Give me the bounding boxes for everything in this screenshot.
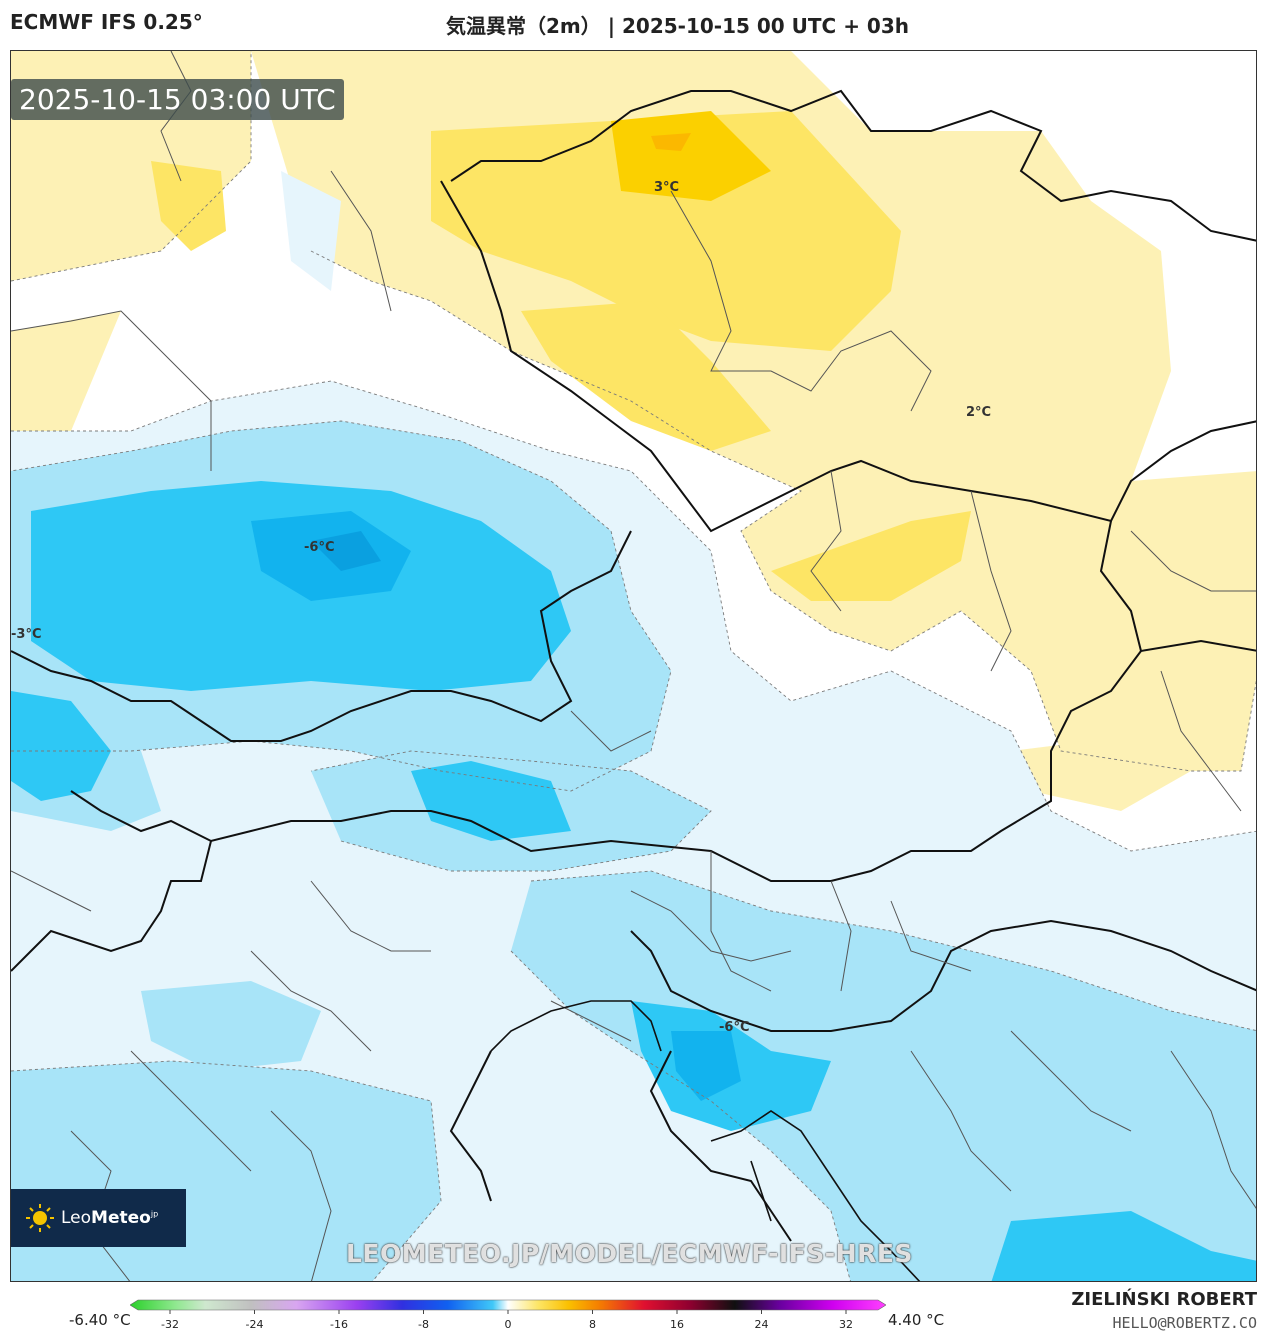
colorbar-tick-label: 0 xyxy=(505,1318,512,1331)
colorbar-tick-label: 16 xyxy=(670,1318,684,1331)
run-title: 気温異常（2m） | 2025-10-15 00 UTC + 03h xyxy=(446,14,909,38)
map-panel: 3°C 2°C -6°C -3°C -6°C 2025-10-15 03:00 … xyxy=(10,50,1257,1282)
colorbar-tick-label: 24 xyxy=(755,1318,769,1331)
author-name: ZIELIŃSKI ROBERT xyxy=(1071,1289,1257,1310)
coastline xyxy=(490,1000,921,1281)
contour-label-group: 3°C 2°C -6°C -3°C -6°C xyxy=(11,180,991,1035)
colorbar-max-label: 4.40 °C xyxy=(888,1311,945,1329)
logo-text: LeoMeteojp xyxy=(61,1208,159,1228)
contour-label: 3°C xyxy=(654,180,679,195)
colorbar-tick-label: -8 xyxy=(418,1318,429,1331)
colorbar-min-label: -6.40 °C xyxy=(69,1311,131,1329)
regional-borders xyxy=(11,51,1256,1281)
author-email: HELLO@ROBERTZ.CO xyxy=(1112,1314,1258,1332)
colorbar-tick-label: -24 xyxy=(246,1318,264,1331)
colorbar-tick-label: 32 xyxy=(839,1318,853,1331)
contour-label: -6°C xyxy=(304,540,334,555)
contour-label: 2°C xyxy=(966,405,991,420)
model-url-watermark: LEOMETEO.JP/MODEL/ECMWF-IFS-HRES xyxy=(346,1239,913,1268)
colorbar-tick-label: -32 xyxy=(161,1318,179,1331)
sun-icon xyxy=(26,1204,54,1232)
colorbar: -32 -24 -16 -8 0 8 16 24 32 xyxy=(130,1299,886,1331)
temperature-anomaly-map: 3°C 2°C -6°C -3°C -6°C xyxy=(11,51,1256,1281)
leometeo-logo: LeoMeteojp xyxy=(11,1189,186,1247)
model-title: ECMWF IFS 0.25° xyxy=(10,10,203,34)
contour-label: -3°C xyxy=(11,627,41,642)
colorbar-tick-label: 8 xyxy=(589,1318,596,1331)
valid-time-label: 2025-10-15 03:00 UTC xyxy=(11,79,344,120)
colorbar-tick-label: -16 xyxy=(330,1318,348,1331)
country-borders xyxy=(11,89,1256,1242)
contour-label: -6°C xyxy=(719,1020,749,1035)
